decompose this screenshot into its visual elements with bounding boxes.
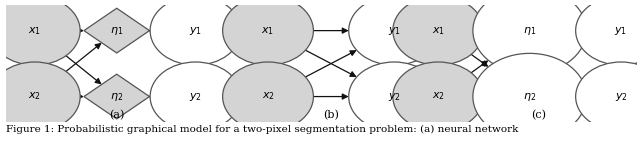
Ellipse shape bbox=[393, 0, 484, 65]
Ellipse shape bbox=[393, 62, 484, 131]
Text: $y_1$: $y_1$ bbox=[388, 25, 401, 37]
Text: (a): (a) bbox=[109, 110, 124, 121]
Ellipse shape bbox=[150, 62, 241, 131]
Text: $\eta_2$: $\eta_2$ bbox=[110, 91, 124, 103]
Ellipse shape bbox=[473, 53, 586, 140]
Ellipse shape bbox=[349, 62, 440, 131]
Text: $x_2$: $x_2$ bbox=[432, 91, 445, 103]
Text: $y_2$: $y_2$ bbox=[189, 91, 202, 103]
Text: $y_1$: $y_1$ bbox=[189, 25, 202, 37]
Text: $x_2$: $x_2$ bbox=[28, 91, 41, 103]
Text: $x_1$: $x_1$ bbox=[431, 25, 445, 37]
Text: Figure 1: Probabilistic graphical model for a two-pixel segmentation problem: (a: Figure 1: Probabilistic graphical model … bbox=[6, 125, 519, 134]
Polygon shape bbox=[84, 8, 150, 53]
Ellipse shape bbox=[575, 62, 640, 131]
Polygon shape bbox=[84, 74, 150, 119]
Ellipse shape bbox=[223, 62, 314, 131]
Ellipse shape bbox=[223, 0, 314, 65]
Text: $x_1$: $x_1$ bbox=[28, 25, 42, 37]
Text: $x_2$: $x_2$ bbox=[262, 91, 275, 103]
Ellipse shape bbox=[473, 0, 586, 74]
Ellipse shape bbox=[0, 0, 80, 65]
Text: $\eta_1$: $\eta_1$ bbox=[523, 25, 536, 37]
Text: $x_1$: $x_1$ bbox=[262, 25, 275, 37]
Text: $y_2$: $y_2$ bbox=[388, 91, 401, 103]
Text: $y_2$: $y_2$ bbox=[614, 91, 628, 103]
Ellipse shape bbox=[349, 0, 440, 65]
Text: $\eta_2$: $\eta_2$ bbox=[523, 91, 536, 103]
Ellipse shape bbox=[575, 0, 640, 65]
Ellipse shape bbox=[0, 62, 80, 131]
Ellipse shape bbox=[150, 0, 241, 65]
Text: (c): (c) bbox=[532, 110, 547, 121]
Text: (b): (b) bbox=[323, 110, 339, 121]
Text: $\eta_1$: $\eta_1$ bbox=[110, 25, 124, 37]
Text: $y_1$: $y_1$ bbox=[614, 25, 628, 37]
